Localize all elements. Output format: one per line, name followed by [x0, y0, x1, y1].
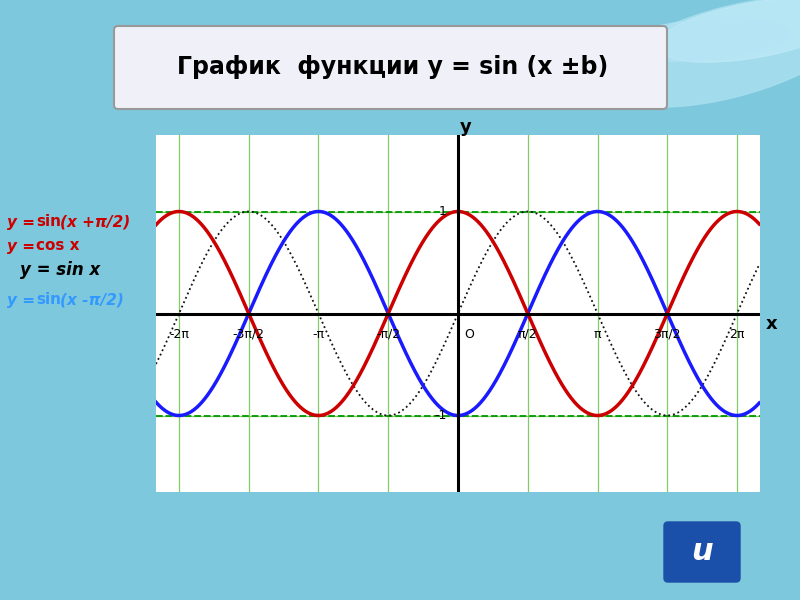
Ellipse shape [604, 0, 800, 107]
Text: График  функции y = sin (x ±b): График функции y = sin (x ±b) [178, 55, 609, 79]
Text: y =: y = [7, 214, 40, 229]
Text: -3π/2: -3π/2 [233, 328, 265, 341]
Text: 2π: 2π [730, 328, 745, 341]
Text: (x -π/2): (x -π/2) [60, 292, 124, 307]
Text: cos x: cos x [36, 238, 79, 253]
FancyBboxPatch shape [664, 522, 740, 582]
Ellipse shape [610, 19, 790, 61]
FancyBboxPatch shape [114, 26, 667, 109]
Text: y: y [460, 118, 472, 136]
Text: -1: -1 [434, 409, 447, 422]
Ellipse shape [657, 0, 800, 62]
Text: -2π: -2π [169, 328, 189, 341]
Text: -π/2: -π/2 [376, 328, 400, 341]
Text: sin: sin [36, 292, 61, 307]
Text: 3π/2: 3π/2 [654, 328, 681, 341]
Text: (x +π/2): (x +π/2) [60, 214, 130, 229]
Text: π/2: π/2 [518, 328, 538, 341]
Text: sin: sin [36, 214, 61, 229]
Text: 1: 1 [439, 205, 447, 218]
Text: O: O [465, 328, 474, 341]
Text: y =: y = [7, 238, 40, 253]
Text: -π: -π [313, 328, 325, 341]
Text: u: u [691, 538, 713, 566]
Text: π: π [594, 328, 602, 341]
Text: x: x [766, 314, 777, 332]
Text: y =: y = [7, 292, 40, 307]
Text: y = sin x: y = sin x [20, 261, 100, 279]
